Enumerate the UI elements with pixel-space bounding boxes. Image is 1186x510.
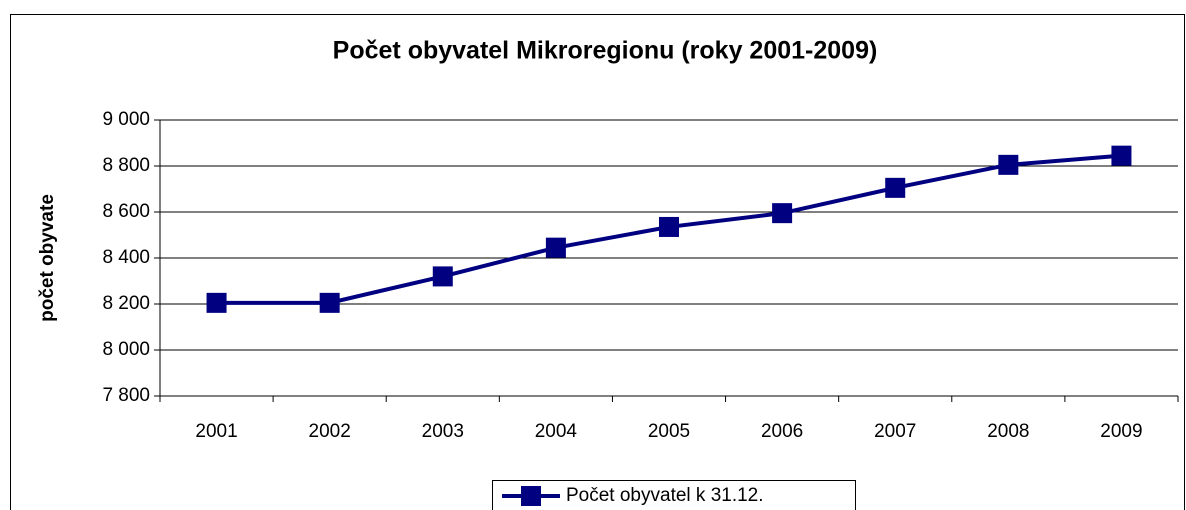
marker	[319, 292, 340, 313]
y-tick-label: 8 800	[102, 155, 150, 176]
x-tick-label: 2002	[309, 421, 351, 442]
x-tick-label: 2008	[987, 421, 1029, 442]
marker	[885, 177, 906, 198]
x-tick-label: 2007	[874, 421, 916, 442]
marker	[432, 266, 453, 287]
x-tick-label: 2009	[1100, 421, 1142, 442]
chart-title: Počet obyvatel Mikroregionu (roky 2001-2…	[333, 37, 878, 65]
marker	[772, 203, 793, 224]
y-tick-label: 7 800	[102, 385, 150, 406]
marker	[1111, 145, 1132, 166]
legend-label: Počet obyvatel k 31.12.	[566, 485, 764, 506]
x-tick-label: 2001	[195, 421, 237, 442]
chart-frame	[10, 14, 1185, 510]
marker	[545, 237, 566, 258]
y-tick-label: 8 600	[102, 201, 150, 222]
y-tick-label: 8 400	[102, 247, 150, 268]
y-tick-label: 9 000	[102, 109, 150, 130]
y-axis-label: počet obyvate	[37, 194, 58, 322]
y-tick-label: 8 200	[102, 293, 150, 314]
x-tick-label: 2003	[422, 421, 464, 442]
marker	[998, 154, 1019, 175]
marker	[206, 292, 227, 313]
legend-marker	[521, 486, 541, 506]
marker	[659, 216, 679, 237]
x-tick-label: 2005	[648, 421, 690, 442]
x-tick-label: 2006	[761, 421, 803, 442]
y-tick-label: 8 000	[102, 339, 150, 360]
x-tick-label: 2004	[535, 421, 578, 442]
